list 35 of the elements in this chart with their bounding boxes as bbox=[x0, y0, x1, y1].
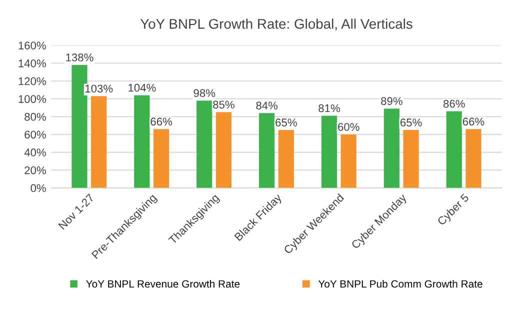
data-label: 66% bbox=[150, 118, 172, 126]
bar bbox=[340, 134, 356, 188]
data-label: 81% bbox=[318, 104, 340, 112]
data-label: 66% bbox=[462, 118, 484, 126]
bar bbox=[216, 112, 232, 188]
data-label: 138% bbox=[66, 54, 94, 62]
bar bbox=[446, 111, 462, 188]
data-label: 103% bbox=[85, 84, 113, 93]
data-label: 98% bbox=[194, 89, 216, 98]
chart-title: YoY BNPL Growth Rate: Global, All Verticals bbox=[140, 18, 412, 30]
bar bbox=[384, 108, 400, 188]
legend-label: YoY BNPL Pub Comm Growth Rate bbox=[318, 280, 482, 288]
data-label: 85% bbox=[213, 100, 234, 109]
data-label: 65% bbox=[276, 118, 297, 126]
bar bbox=[278, 130, 294, 188]
y-tick-label: 0% bbox=[30, 184, 46, 192]
data-label: 65% bbox=[400, 118, 422, 126]
bar bbox=[72, 64, 88, 188]
y-tick-label: 100% bbox=[18, 95, 46, 103]
data-label: 60% bbox=[338, 123, 360, 131]
y-tick-label: 40% bbox=[24, 148, 46, 156]
y-tick-label: 80% bbox=[24, 112, 46, 121]
bar bbox=[403, 130, 419, 188]
y-tick-label: 140% bbox=[18, 59, 46, 68]
bar bbox=[91, 96, 107, 188]
data-label: 84% bbox=[256, 102, 278, 110]
data-label: 104% bbox=[128, 84, 156, 92]
y-tick-label: 120% bbox=[18, 77, 46, 86]
y-tick-label: 60% bbox=[24, 130, 46, 139]
y-tick-label: 20% bbox=[24, 166, 46, 174]
data-label: 86% bbox=[443, 100, 465, 108]
bar bbox=[196, 100, 212, 188]
y-tick-label: 160% bbox=[18, 42, 46, 50]
legend-label: YoY BNPL Revenue Growth Rate bbox=[86, 280, 240, 288]
data-label: 89% bbox=[381, 97, 402, 106]
